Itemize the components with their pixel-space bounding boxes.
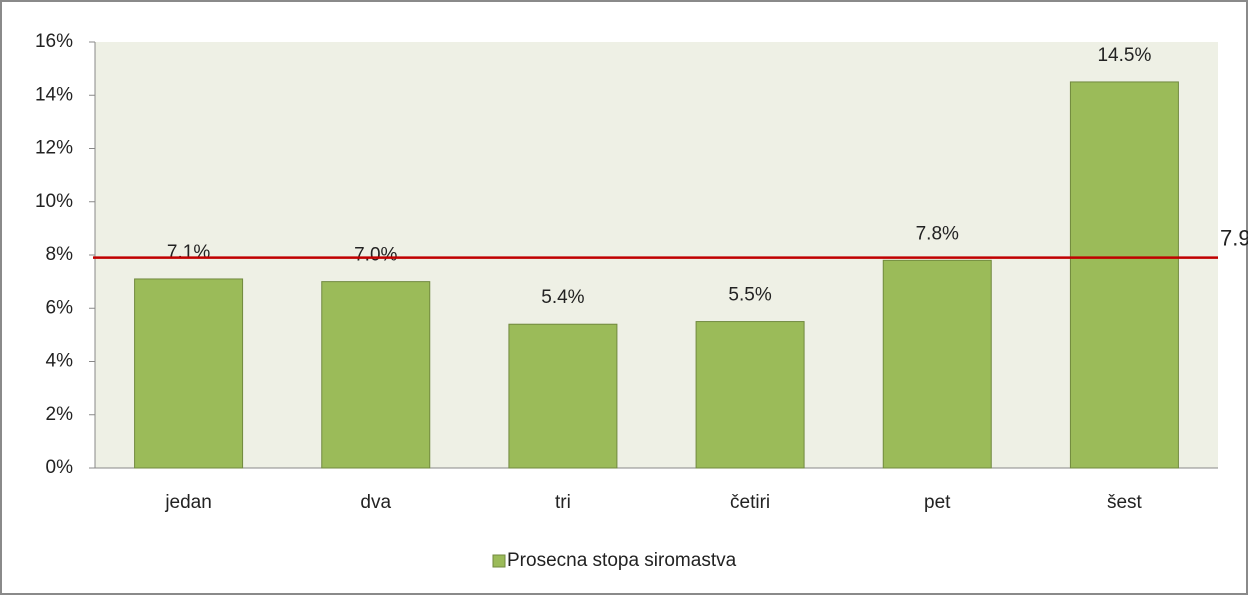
plot-area — [95, 42, 1218, 468]
reference-label: 7.9% — [1220, 225, 1248, 250]
x-tick-label: pet — [924, 492, 951, 513]
x-tick-label: tri — [555, 492, 571, 513]
bar — [134, 278, 244, 469]
x-tick-label: dva — [360, 492, 391, 513]
y-tick-label: 2% — [46, 404, 74, 425]
legend-swatch — [492, 554, 506, 568]
bar — [508, 323, 618, 469]
data-label: 7.0% — [354, 245, 397, 266]
y-tick-label: 12% — [35, 138, 73, 159]
x-tick-label: šest — [1107, 492, 1143, 513]
y-tick-label: 16% — [35, 31, 73, 52]
y-tick-label: 10% — [35, 191, 73, 212]
y-tick-label: 14% — [35, 84, 73, 105]
data-label: 7.8% — [916, 223, 959, 244]
x-tick-label: jedan — [164, 492, 212, 513]
y-tick-label: 6% — [46, 297, 74, 318]
y-tick-label: 8% — [46, 244, 74, 265]
data-label: 5.4% — [541, 287, 584, 308]
bar — [882, 259, 992, 469]
y-tick-label: 4% — [46, 351, 74, 372]
y-tick-label: 0% — [46, 457, 74, 478]
data-label: 14.5% — [1097, 45, 1151, 66]
bar — [695, 321, 805, 469]
legend-label: Prosecna stopa siromastva — [507, 550, 737, 571]
data-label: 5.5% — [728, 285, 771, 306]
bar — [321, 281, 431, 469]
x-tick-label: četiri — [730, 492, 770, 513]
bar — [1069, 81, 1179, 469]
data-label: 7.1% — [167, 242, 210, 263]
